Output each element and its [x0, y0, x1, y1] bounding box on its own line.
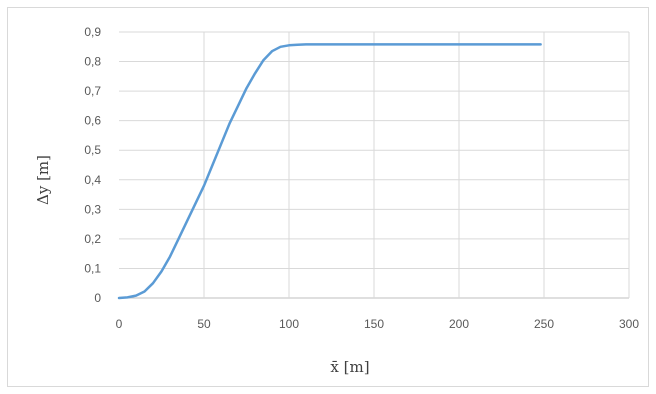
y-tick-label: 0,7	[84, 84, 101, 98]
x-tick-label: 300	[619, 317, 639, 331]
y-axis-ticks: 0 0,1 0,2 0,3 0,4 0,5 0,6 0,7 0,8 0,9	[84, 25, 101, 305]
x-tick-label: 200	[449, 317, 469, 331]
x-tick-label: 150	[364, 317, 384, 331]
x-axis-ticks: 0 50 100 150 200 250 300	[116, 317, 640, 331]
x-tick-label: 100	[279, 317, 299, 331]
y-tick-label: 0,3	[84, 202, 101, 216]
chart-frame	[7, 7, 649, 387]
grid-lines	[119, 31, 630, 299]
y-tick-label: 0,9	[84, 25, 101, 39]
x-tick-label: 250	[534, 317, 554, 331]
x-axis-label: x̄ [m]	[330, 358, 369, 376]
series-line	[117, 43, 542, 300]
y-tick-label: 0,2	[84, 232, 101, 246]
series-group	[117, 43, 542, 300]
y-tick-label: 0,4	[84, 173, 101, 187]
x-tick-label: 0	[116, 317, 123, 331]
y-tick-label: 0,1	[84, 261, 101, 275]
y-axis-label: Δy [m]	[34, 155, 52, 205]
y-tick-label: 0,5	[84, 143, 101, 157]
y-tick-label: 0	[94, 291, 101, 305]
y-tick-label: 0,6	[84, 114, 101, 128]
x-tick-label: 50	[197, 317, 211, 331]
y-tick-label: 0,8	[84, 55, 101, 69]
